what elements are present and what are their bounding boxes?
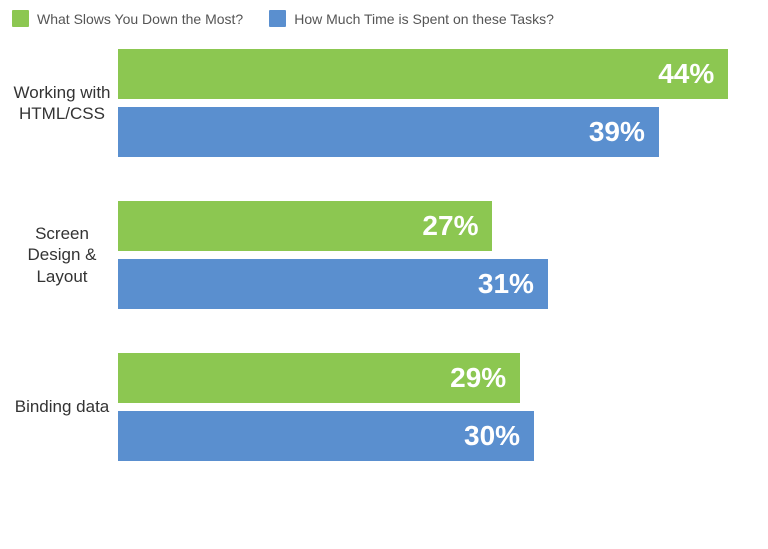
bar-value-0-0: 44%	[658, 58, 714, 90]
plot-area: Working with HTML/CSS 44% 39% Screen Des…	[12, 39, 756, 461]
bar-2-series-1: 30%	[118, 411, 534, 461]
category-group-0: Working with HTML/CSS 44% 39%	[12, 49, 756, 157]
legend-item-series-1: What Slows You Down the Most?	[12, 10, 243, 27]
legend-swatch-series-1	[12, 10, 29, 27]
bar-value-2-1: 30%	[464, 420, 520, 452]
category-group-1: Screen Design & Layout 27% 31%	[12, 201, 756, 309]
bar-value-2-0: 29%	[450, 362, 506, 394]
grouped-horizontal-bar-chart: What Slows You Down the Most? How Much T…	[0, 0, 768, 549]
legend-swatch-series-2	[269, 10, 286, 27]
legend: What Slows You Down the Most? How Much T…	[12, 10, 756, 39]
bars-group-1: 27% 31%	[118, 201, 756, 309]
bar-1-series-1: 31%	[118, 259, 548, 309]
bar-0-series-0: 44%	[118, 49, 728, 99]
bar-value-1-0: 27%	[422, 210, 478, 242]
legend-label-series-1: What Slows You Down the Most?	[37, 11, 243, 27]
category-group-2: Binding data 29% 30%	[12, 353, 756, 461]
legend-label-series-2: How Much Time is Spent on these Tasks?	[294, 11, 554, 27]
category-label-2: Binding data	[12, 396, 118, 417]
bar-value-1-1: 31%	[478, 268, 534, 300]
bar-0-series-1: 39%	[118, 107, 659, 157]
legend-item-series-2: How Much Time is Spent on these Tasks?	[269, 10, 554, 27]
bars-group-0: 44% 39%	[118, 49, 756, 157]
bar-value-0-1: 39%	[589, 116, 645, 148]
category-label-1: Screen Design & Layout	[12, 223, 118, 287]
bars-group-2: 29% 30%	[118, 353, 756, 461]
bar-2-series-0: 29%	[118, 353, 520, 403]
bar-1-series-0: 27%	[118, 201, 492, 251]
category-label-0: Working with HTML/CSS	[12, 82, 118, 125]
